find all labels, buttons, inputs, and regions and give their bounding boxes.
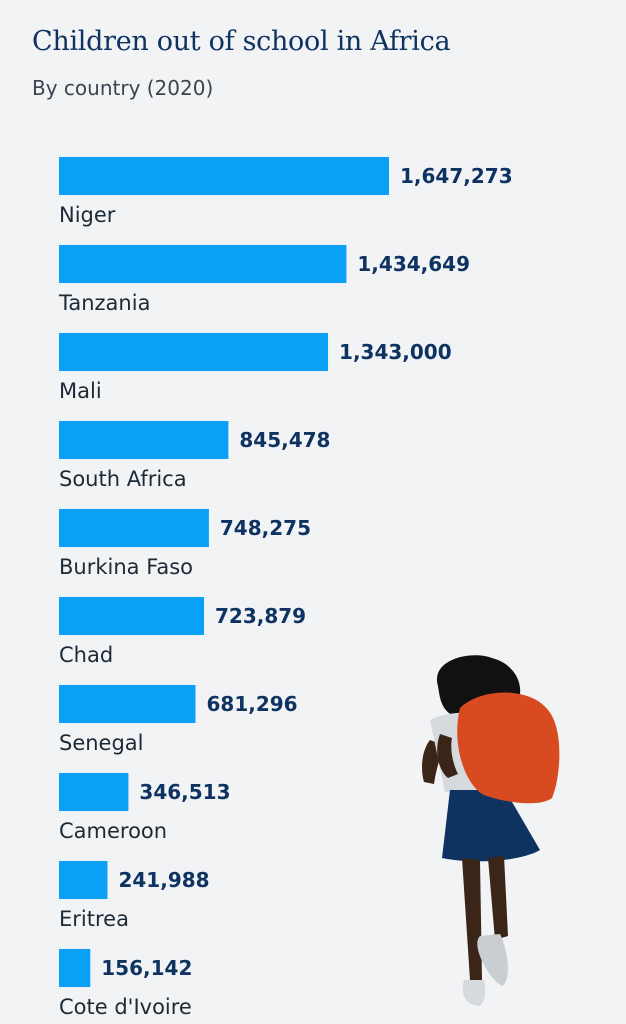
chart-subtitle: By country (2020) [32, 76, 214, 100]
bar-tanzania [59, 245, 347, 283]
category-label: Tanzania [58, 291, 150, 315]
bar-senegal [59, 685, 196, 723]
value-label: 723,879 [215, 604, 306, 628]
category-label: Senegal [59, 731, 144, 755]
category-label: Cote d'Ivoire [59, 995, 192, 1019]
category-label: Burkina Faso [59, 555, 193, 579]
category-label: Mali [59, 379, 102, 403]
bar-eritrea [59, 861, 108, 899]
bar-chad [59, 597, 205, 635]
category-label: Chad [59, 643, 113, 667]
backpack [457, 692, 560, 804]
category-label: South Africa [59, 467, 187, 491]
shoe-left [462, 980, 486, 1006]
value-label: 1,647,273 [400, 164, 513, 188]
category-label: Niger [59, 203, 116, 227]
skirt [442, 790, 540, 862]
value-label: 1,343,000 [339, 340, 452, 364]
bar-mali [59, 333, 329, 371]
leg-right [488, 856, 508, 940]
value-label: 241,988 [118, 868, 209, 892]
value-label: 346,513 [139, 780, 230, 804]
category-label: Eritrea [59, 907, 129, 931]
value-label: 1,434,649 [357, 252, 470, 276]
bar-cameroon [59, 773, 129, 811]
category-label: Cameroon [59, 819, 167, 843]
value-label: 681,296 [206, 692, 297, 716]
schoolchild-illustration [422, 655, 560, 1006]
shoe-right [477, 934, 508, 986]
bar-niger [59, 157, 389, 195]
chart-title: Children out of school in Africa [32, 26, 451, 57]
value-label: 845,478 [239, 428, 330, 452]
value-label: 748,275 [220, 516, 311, 540]
bar-south-africa [59, 421, 229, 459]
arm-right [437, 734, 458, 778]
value-label: 156,142 [101, 956, 192, 980]
bar-burkina-faso [59, 509, 209, 547]
leg-left [462, 858, 482, 980]
bar-cote-d-ivoire [59, 949, 91, 987]
